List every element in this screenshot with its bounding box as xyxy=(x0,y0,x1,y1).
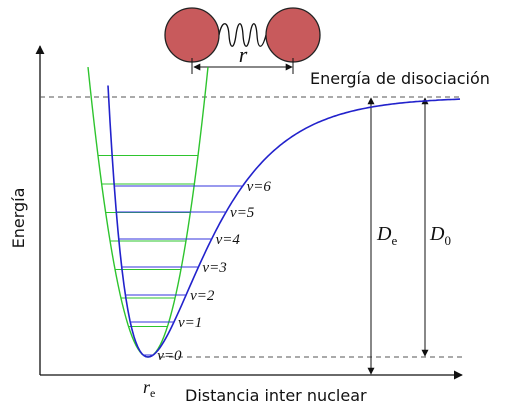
x-axis-label: Distancia inter nuclear xyxy=(185,386,367,405)
d0-label: D0 xyxy=(429,223,451,248)
title: Energía de disociación xyxy=(310,69,490,88)
level-label: v=1 xyxy=(178,315,202,331)
morse-diagram: r v=0 v=1 v=2 v=3 v=4 v=5 v=6 Energía de disoc… xyxy=(0,0,521,409)
level-label: v=5 xyxy=(230,205,255,221)
y-axis-label: Energía xyxy=(9,188,28,249)
re-label: re xyxy=(143,377,155,400)
de-label: De xyxy=(376,223,397,248)
level-label: v=0 xyxy=(157,348,182,364)
level-label: v=4 xyxy=(216,232,241,248)
level-label: v=3 xyxy=(202,260,226,276)
level-label: v=6 xyxy=(247,179,272,195)
level-label: v=2 xyxy=(190,288,215,304)
bond-label: r xyxy=(239,42,248,67)
morse-curve xyxy=(108,86,460,358)
